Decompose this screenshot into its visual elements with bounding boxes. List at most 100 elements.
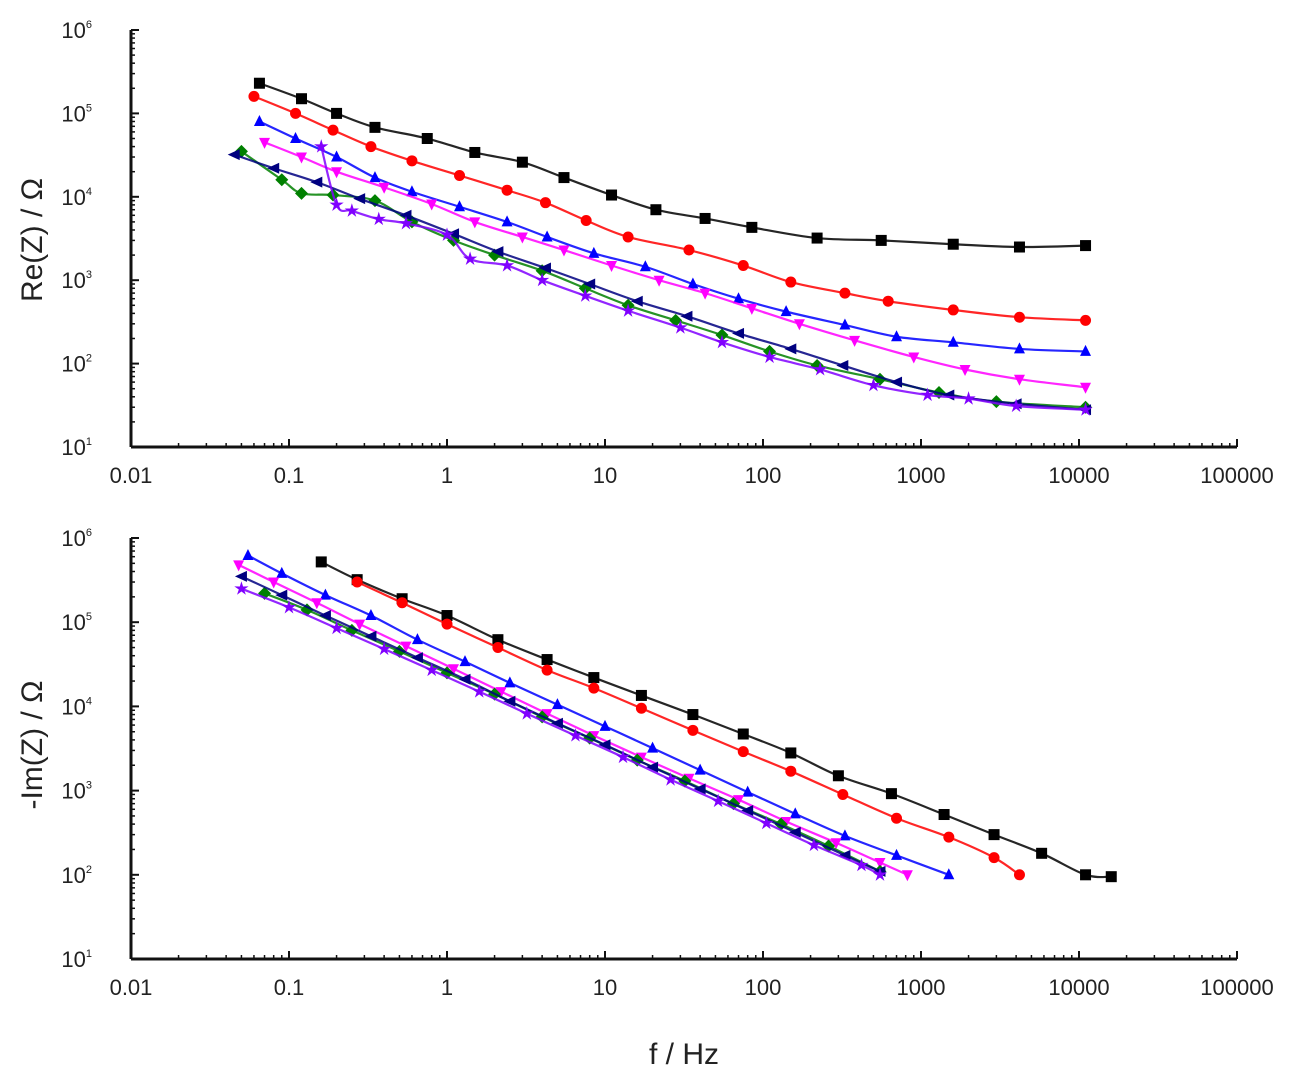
im-z-axes: 0.01 0.1 1 10 100 1000 10000 100000 101 102 103 104… [61, 526, 1273, 1000]
data-point-marker [396, 597, 408, 609]
data-point-marker [296, 152, 308, 164]
im-z-panel: 0.01 0.1 1 10 100 1000 10000 100000 101 102 103 104… [16, 526, 1274, 1000]
data-point-marker [331, 150, 343, 162]
data-point-marker [399, 209, 412, 221]
data-point-marker [635, 689, 647, 701]
y-tick-label: 103 [61, 779, 92, 804]
data-point-marker [492, 634, 504, 646]
im-z-y-axis-title: -Im(Z) / Ω [16, 680, 49, 809]
x-tick-label: 1000 [897, 975, 946, 1000]
data-point-marker [248, 90, 260, 102]
data-point-marker [315, 556, 327, 568]
data-point-marker [647, 741, 659, 753]
data-point-marker [501, 184, 513, 196]
re-z-panel: 0.01 0.1 1 10 100 1000 10000 100000 101 102 103 104… [16, 18, 1274, 488]
x-tick-label: 100000 [1200, 975, 1273, 1000]
data-point-marker [354, 619, 366, 631]
data-point-marker [296, 93, 308, 105]
data-point-marker [234, 581, 249, 595]
data-point-marker [1013, 311, 1025, 323]
data-point-marker [830, 838, 842, 850]
data-point-marker [832, 770, 844, 782]
data-point-marker [311, 598, 323, 610]
data-point-marker [938, 809, 950, 821]
y-tick-label: 104 [61, 185, 92, 210]
data-point-marker [639, 260, 651, 272]
data-point-marker [694, 763, 706, 775]
x-tick-label: 0.1 [274, 975, 305, 1000]
data-point-marker [733, 795, 745, 807]
data-point-marker [519, 706, 534, 720]
series-series-4 [233, 560, 913, 882]
data-point-marker [780, 816, 792, 828]
data-point-marker [673, 320, 688, 334]
y-tick-label: 106 [61, 526, 92, 551]
data-point-marker [318, 610, 331, 622]
data-point-marker [693, 783, 706, 795]
data-point-marker [687, 724, 699, 736]
data-point-marker [351, 576, 363, 588]
data-point-marker [1013, 869, 1025, 881]
data-point-marker [331, 167, 343, 179]
data-point-marker [849, 335, 861, 347]
data-point-marker [785, 276, 797, 288]
y-tick-label: 101 [61, 435, 92, 460]
data-point-marker [741, 805, 754, 817]
x-tick-label: 10000 [1048, 463, 1109, 488]
data-point-marker [920, 387, 935, 402]
data-point-marker [806, 837, 822, 852]
data-point-marker [622, 231, 634, 243]
y-tick-label: 105 [61, 610, 92, 635]
series-series-7 [234, 581, 888, 881]
data-point-marker [759, 815, 774, 830]
series-series-2 [248, 90, 1092, 326]
data-point-marker [746, 221, 758, 233]
data-point-marker [588, 246, 600, 258]
data-point-marker [495, 687, 507, 699]
data-point-marker [369, 171, 381, 183]
data-point-marker [492, 642, 504, 654]
data-point-marker [504, 676, 516, 688]
data-point-marker [874, 857, 886, 869]
data-point-marker [839, 287, 851, 299]
data-point-marker [448, 664, 460, 676]
data-point-marker [885, 788, 897, 800]
data-point-marker [606, 261, 618, 273]
data-point-marker [365, 609, 377, 621]
data-point-marker [1080, 344, 1092, 356]
y-tick-label: 102 [61, 352, 92, 377]
data-point-marker [908, 352, 920, 364]
data-point-marker [988, 829, 1000, 841]
data-point-marker [646, 761, 659, 773]
data-point-marker [253, 77, 265, 89]
data-point-marker [568, 728, 583, 742]
x-tick-label: 100 [745, 975, 782, 1000]
series-series-4 [259, 137, 1092, 394]
data-point-marker [539, 197, 551, 209]
x-tick-label: 100 [745, 463, 782, 488]
data-point-marker [295, 186, 309, 200]
data-point-marker [421, 133, 433, 145]
x-tick-label: 0.01 [110, 463, 153, 488]
data-point-marker [599, 719, 611, 731]
data-point-marker [780, 305, 792, 317]
data-point-marker [961, 391, 976, 405]
data-point-marker [439, 227, 455, 241]
data-point-marker [630, 295, 643, 307]
data-point-marker [329, 620, 344, 635]
data-point-marker [882, 295, 894, 307]
x-tick-label: 0.1 [274, 463, 305, 488]
data-point-marker [598, 739, 611, 751]
data-point-marker [669, 313, 683, 327]
data-point-marker [454, 170, 466, 182]
data-point-marker [733, 292, 745, 304]
series-line [258, 120, 1086, 353]
data-point-marker [550, 717, 563, 729]
data-point-marker [687, 709, 699, 721]
data-point-marker [314, 139, 329, 153]
data-point-marker [1080, 314, 1092, 326]
data-point-marker [854, 857, 869, 872]
series-series-1 [253, 77, 1092, 253]
data-point-marker [699, 288, 711, 300]
data-point-marker [558, 245, 570, 257]
